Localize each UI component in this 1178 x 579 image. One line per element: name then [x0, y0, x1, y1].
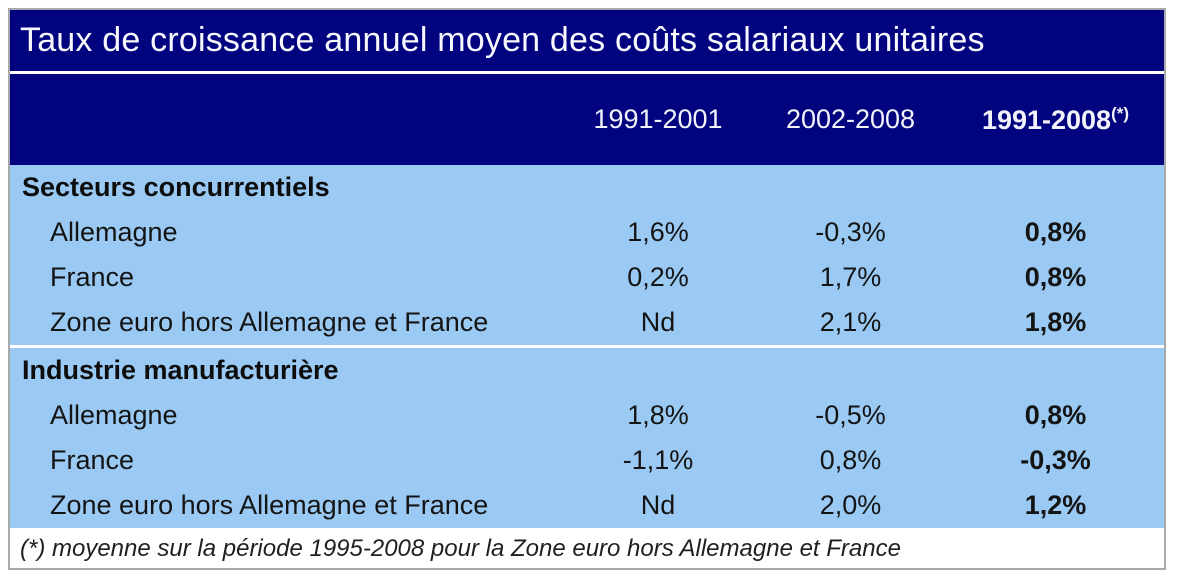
table-row: Zone euro hors Allemagne et France Nd 2,… — [10, 483, 1164, 528]
table-row: Zone euro hors Allemagne et France Nd 2,… — [10, 300, 1164, 345]
table-title-bar: Taux de croissance annuel moyen des coût… — [10, 10, 1164, 74]
value-1991-2008: 1,8% — [1024, 307, 1087, 337]
value-1991-2001: Nd — [640, 307, 676, 337]
value-1991-2008: -0,3% — [1020, 445, 1091, 475]
table-footnote: (*) moyenne sur la période 1995-2008 pou… — [10, 528, 1164, 563]
value-1991-2008: 0,8% — [1024, 262, 1087, 292]
section-header-row: Secteurs concurrentiels — [10, 165, 1164, 210]
value-2002-2008: 1,7% — [819, 262, 882, 292]
row-label: Allemagne — [50, 217, 178, 247]
table-title: Taux de croissance annuel moyen des coût… — [20, 21, 985, 59]
value-1991-2001: Nd — [640, 490, 676, 520]
section-divider — [10, 345, 1164, 348]
value-1991-2001: 1,6% — [627, 217, 689, 247]
section-header-row: Industrie manufacturière — [10, 348, 1164, 393]
section-label-industrie-manufacturiere: Industrie manufacturière — [22, 355, 339, 385]
row-label: Zone euro hors Allemagne et France — [50, 490, 489, 520]
table-row: Allemagne 1,8% -0,5% 0,8% — [10, 393, 1164, 438]
row-label: France — [50, 262, 135, 292]
value-2002-2008: -0,5% — [815, 400, 886, 430]
section-label-secteurs-concurrentiels: Secteurs concurrentiels — [22, 172, 330, 202]
value-1991-2001: -1,1% — [622, 445, 694, 475]
row-label: Allemagne — [50, 400, 178, 430]
value-2002-2008: 2,0% — [819, 490, 882, 520]
footnote-marker: (*) — [1111, 103, 1130, 123]
value-2002-2008: 0,8% — [819, 445, 882, 475]
table-row: France -1,1% 0,8% -0,3% — [10, 438, 1164, 483]
value-1991-2008: 0,8% — [1024, 217, 1087, 247]
column-header-2002-2008: 2002-2008 — [785, 104, 916, 134]
column-header-1991-2008-text: 1991-2008 — [981, 104, 1112, 135]
column-header-1991-2001: 1991-2001 — [593, 104, 723, 134]
table-container: Taux de croissance annuel moyen des coût… — [8, 8, 1166, 570]
value-1991-2001: 0,2% — [627, 262, 689, 292]
table-row: Allemagne 1,6% -0,3% 0,8% — [10, 210, 1164, 255]
column-header-1991-2008: 1991-2008(*) — [953, 104, 1158, 136]
row-label: France — [50, 445, 135, 475]
table-row: France 0,2% 1,7% 0,8% — [10, 255, 1164, 300]
table-body: Secteurs concurrentiels Allemagne 1,6% -… — [10, 165, 1164, 528]
value-2002-2008: 2,1% — [819, 307, 882, 337]
row-label: Zone euro hors Allemagne et France — [50, 307, 489, 337]
value-1991-2008: 1,2% — [1024, 490, 1087, 520]
value-2002-2008: -0,3% — [815, 217, 886, 247]
value-1991-2001: 1,8% — [627, 400, 689, 430]
value-1991-2008: 0,8% — [1024, 400, 1087, 430]
column-header-row: 1991-2001 2002-2008 1991-2008(*) — [10, 74, 1164, 165]
